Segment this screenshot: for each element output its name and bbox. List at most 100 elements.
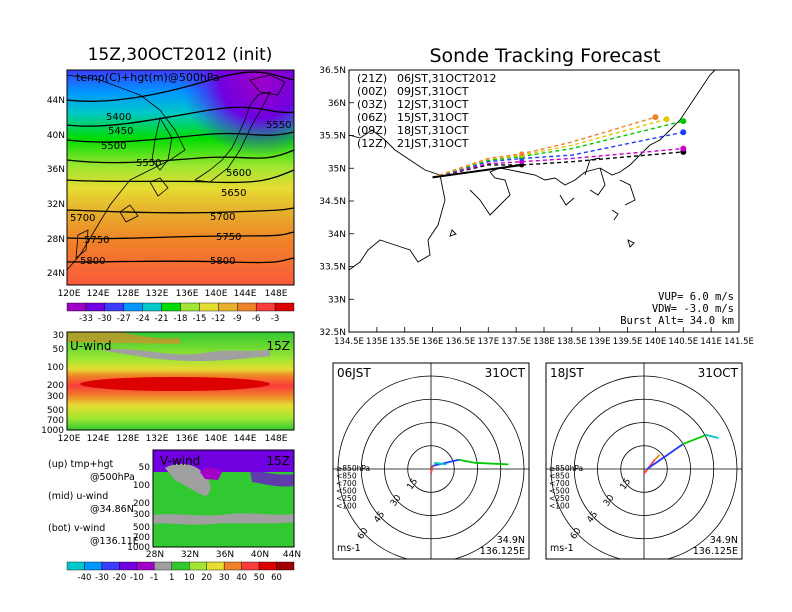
contour-label: 5800 <box>80 256 105 267</box>
map-field-label: temp(C)+hgt(m)@500hPa <box>76 71 220 84</box>
lat-tick: 40N <box>251 550 269 560</box>
v-wind-time: 15Z <box>267 454 291 468</box>
lon-tick: 135E <box>366 337 388 347</box>
colorbar-label: -24 <box>136 314 150 324</box>
launch-tag: (00Z) <box>357 85 387 98</box>
u-wind-upper-band <box>67 332 180 344</box>
lat-tick: 40N <box>47 131 65 141</box>
lon-tick: 140E <box>205 289 228 299</box>
lon-tick: 136E <box>176 434 199 444</box>
track-end-point <box>652 114 659 121</box>
u-wind-time: 15Z <box>267 339 291 353</box>
colorbar-label: -15 <box>192 314 206 324</box>
lon-tick: 140E <box>645 337 667 347</box>
pressure-legend-entry: <850 <box>549 472 570 481</box>
u-wind-section: U-wind 15Z 30 50 100 200 300 500 700 100… <box>41 331 295 444</box>
colorbar-label: 1 <box>169 573 174 583</box>
p-tick: 1000 <box>127 543 150 553</box>
p-tick: 500 <box>133 523 150 533</box>
lon-tick: 138E <box>533 337 555 347</box>
track-end-point <box>680 129 687 136</box>
p-tick: 100 <box>133 481 150 491</box>
u-wind-jet-core <box>80 377 270 391</box>
lat-tick: 32.5N <box>319 328 346 338</box>
contour-label: 5400 <box>106 112 131 123</box>
pressure-legend-entry: <850 <box>336 472 357 481</box>
u-wind-label: U-wind <box>70 339 111 353</box>
colorbar-swatch <box>223 561 242 571</box>
map-frame <box>66 69 295 286</box>
launch-time: 09JST,31OCT <box>397 85 469 98</box>
pressure-legend-entry: <250 <box>549 494 570 503</box>
lon-tick: 148E <box>265 289 288 299</box>
v-wind-calm-zone <box>165 463 211 496</box>
colorbar-swatch <box>66 302 87 312</box>
contour-label: 5600 <box>226 168 251 179</box>
p-tick: 1000 <box>41 426 64 436</box>
launch-time: 21JST,31OCT <box>397 137 469 150</box>
track-end-point <box>663 116 670 123</box>
param-line: VUP= 6.0 m/s <box>658 291 734 303</box>
colorbar-swatch <box>241 561 260 571</box>
colorbar-label: -21 <box>155 314 169 324</box>
note-line: @34.86N <box>90 504 134 515</box>
note-line: (bot) v-wind <box>48 523 105 534</box>
hodograph-left-label: 06JST <box>337 366 371 380</box>
u-wind-lon-ticks: 120E 124E 128E 132E 136E 140E 144E 148E <box>58 434 288 444</box>
colorbar-swatch <box>255 302 276 312</box>
lat-tick: 33.5N <box>319 263 346 273</box>
launch-time: 18JST,31OCT <box>397 124 469 137</box>
colorbar-label: -33 <box>79 314 93 324</box>
track-end-point <box>680 118 687 125</box>
lon-tick: 140.5E <box>668 337 698 347</box>
launch-legend: (21Z) 06JST,31OCT2012 (00Z) 09JST,31OCT … <box>357 72 497 150</box>
p-tick: 100 <box>47 363 64 373</box>
colorbar-label: 60 <box>271 573 282 583</box>
map-title: 15Z,30OCT2012 (init) <box>88 45 273 65</box>
contour-label: 5750 <box>216 232 241 243</box>
lon-tick: 144E <box>234 434 257 444</box>
colorbar-swatch <box>66 561 85 571</box>
colorbar-swatch <box>101 561 120 571</box>
colorbar-swatch <box>189 561 207 571</box>
hodograph-trace <box>654 454 661 461</box>
lat-tick: 36N <box>216 550 234 560</box>
colorbar-label: -30 <box>98 314 112 324</box>
v-wind-lower-calm <box>153 513 294 525</box>
hodograph-left-label: 18JST <box>550 366 584 380</box>
colorbar-swatch <box>199 302 219 312</box>
v-wind-label: V-wind <box>160 454 200 468</box>
p-tick: 200 <box>133 499 150 509</box>
contour-label: 5700 <box>210 212 235 223</box>
lat-tick: 33N <box>328 295 346 305</box>
colorbar-label: 50 <box>254 573 265 583</box>
wind-colorbar: -40 -30 -20 -10 -1 1 10 20 30 40 50 60 <box>66 561 295 583</box>
hodograph-trace <box>474 461 509 466</box>
launch-time: 15JST,31OCT <box>397 111 469 124</box>
note-line: (mid) u-wind <box>48 491 108 502</box>
contour-label: 5700 <box>70 213 95 224</box>
launch-tag: (09Z) <box>357 124 387 137</box>
lat-tick: 24N <box>47 269 65 279</box>
colorbar-swatch <box>84 561 103 571</box>
pressure-legend-entry: ≥850hPa <box>549 464 583 473</box>
contour-label: 5550 <box>266 120 291 131</box>
u-wind-calm-zone <box>100 348 270 362</box>
colorbar-swatch <box>85 302 106 312</box>
colorbar-label: -20 <box>112 573 126 583</box>
pressure-legend-entry: ≥850hPa <box>336 464 370 473</box>
tracking-lon-ticks: 134.5E 135E 135.5E 136E 136.5E 137E 137.5E 138E… <box>334 327 754 347</box>
colorbar-swatch <box>119 561 138 571</box>
hodograph-right-label: 31OCT <box>485 366 526 380</box>
track-end-point <box>680 145 687 152</box>
v-wind-lat-ticks: 28N 32N 36N 40N 44N <box>146 550 301 560</box>
height-contours <box>66 71 295 264</box>
hodograph-unit: ms-1 <box>550 543 574 554</box>
colorbar-swatch <box>206 561 225 571</box>
launch-tag: (21Z) <box>357 72 387 85</box>
lon-tick: 124E <box>87 289 110 299</box>
colorbar-label: 20 <box>201 573 212 583</box>
lat-tick: 28N <box>47 235 65 245</box>
colorbar-swatch <box>237 302 257 312</box>
lon-tick: 137.5E <box>501 337 531 347</box>
